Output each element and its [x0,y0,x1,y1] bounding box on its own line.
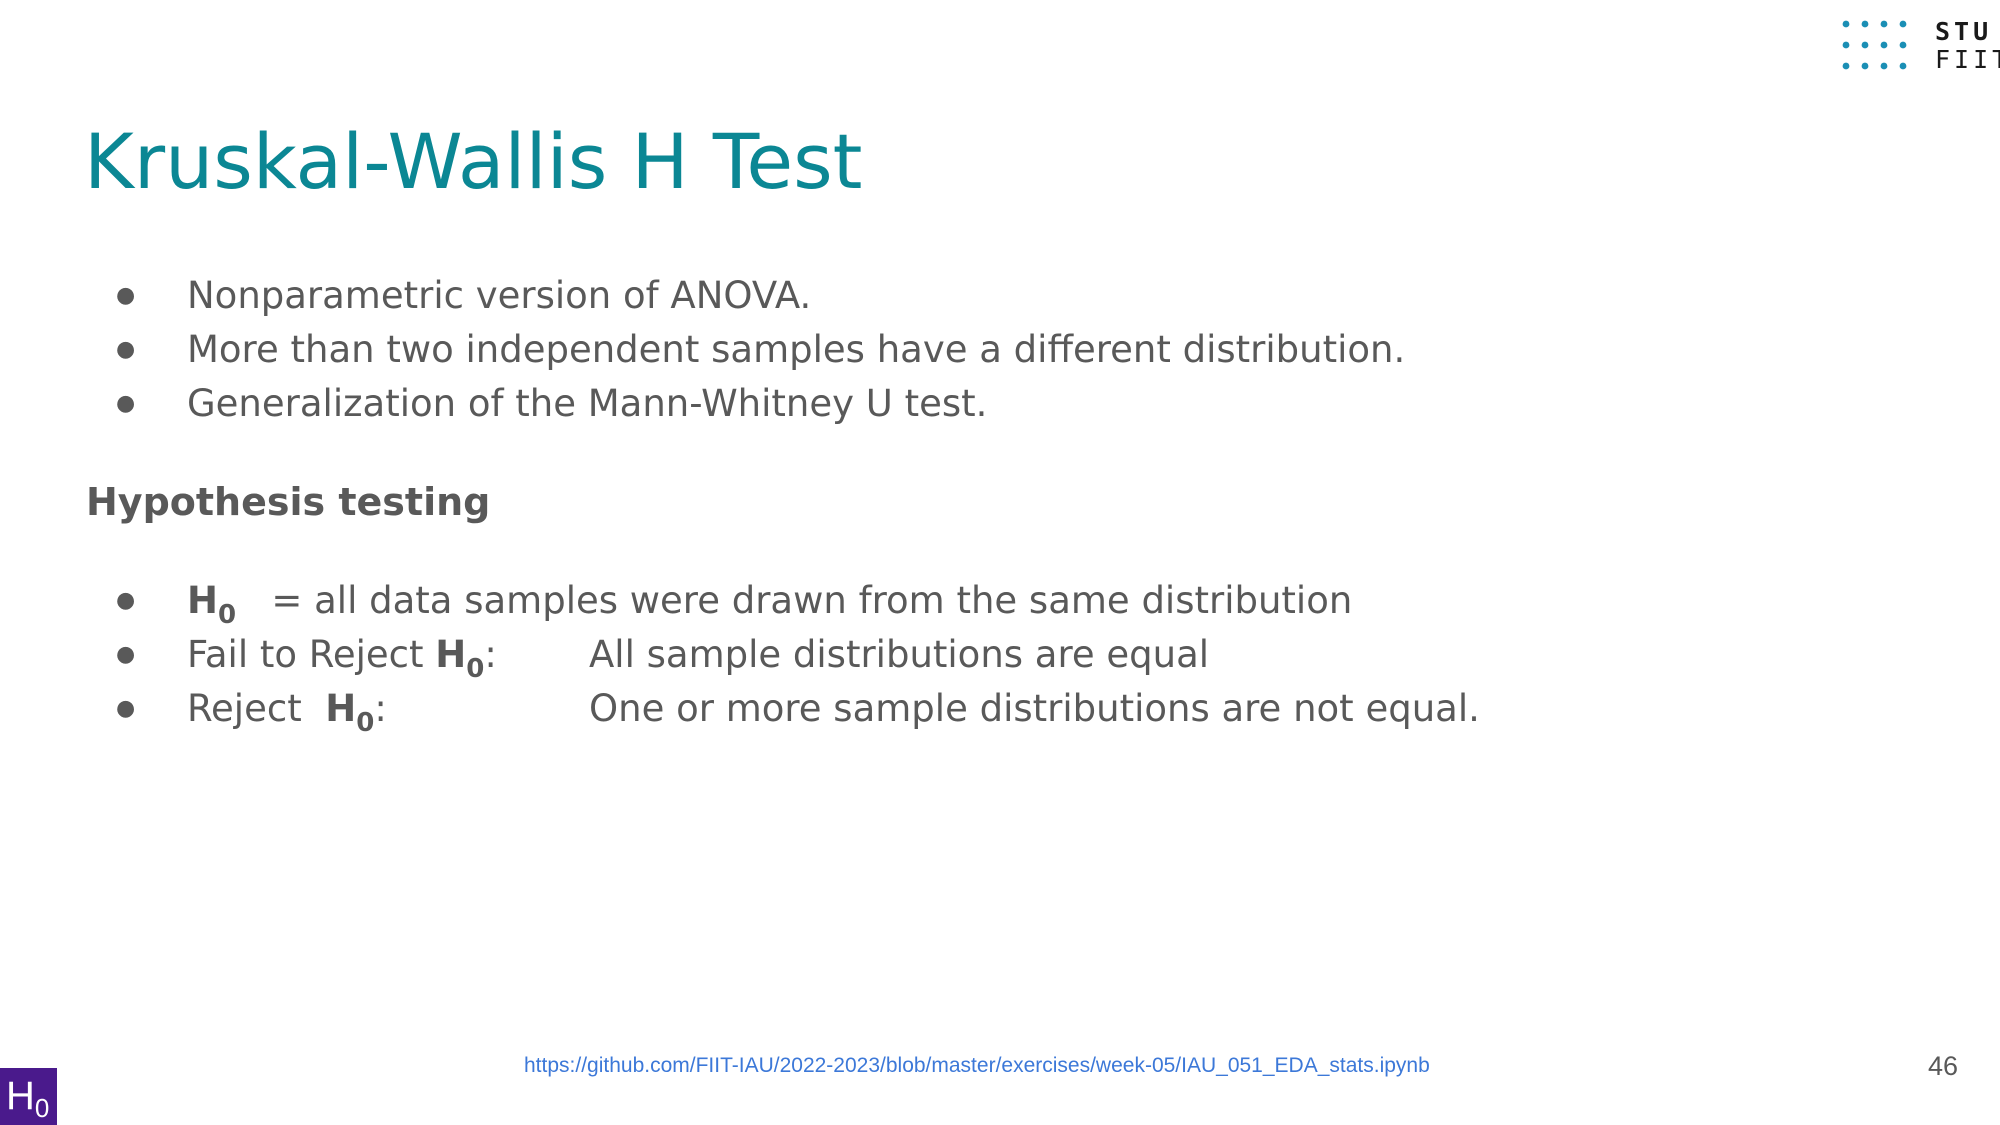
h0-badge: H0 [0,1068,57,1125]
logo-line-stu: STU [1935,17,1993,46]
list-item: ● Nonparametric version of ANOVA. [112,269,1405,323]
stu-fiit-logo: STU FIIT [1838,18,2000,74]
slide-title: Kruskal-Wallis H Test [84,117,863,206]
h0-symbol: H0 [325,687,375,738]
logo-dots-icon [1842,20,1907,70]
hypothesis-bullet-list: ● H0 = all data samples were drawn from … [112,574,1480,738]
fail-colon: : [484,633,497,676]
bullet-icon: ● [116,283,136,308]
bullet-icon: ● [116,337,136,362]
reject-colon: : [374,687,387,730]
hypothesis-heading: Hypothesis testing [86,480,491,524]
list-item-null-hypothesis: ● H0 = all data samples were drawn from … [112,574,1352,628]
h0-symbol: H0 [187,579,237,630]
list-item-fail-to-reject: ● Fail to Reject H0: All sample distribu… [112,628,1352,682]
list-item: ● More than two independent samples have… [112,323,1405,377]
bullet-text: Generalization of the Mann-Whitney U tes… [187,382,988,425]
bullet-icon: ● [116,588,136,613]
h0-symbol: H0 [435,633,485,684]
logo-line-fiit: FIIT [1935,45,2000,74]
bullet-text: More than two independent samples have a… [187,328,1406,371]
fail-label: Fail to Reject [187,633,424,676]
logo-text: STU FIIT [1935,18,2000,74]
reject-text: One or more sample distributions are not… [589,687,1480,730]
bullet-text: Nonparametric version of ANOVA. [187,274,812,317]
fail-text: All sample distributions are equal [589,633,1210,676]
bullet-icon: ● [116,696,136,721]
list-item: ● Generalization of the Mann-Whitney U t… [112,377,1405,431]
intro-bullet-list: ● Nonparametric version of ANOVA. ● More… [112,269,1405,431]
reject-label: Reject [187,687,302,730]
bullet-icon: ● [116,642,136,667]
list-item-reject: ● Reject H0: One or more sample distribu… [112,682,1480,738]
source-notebook-link[interactable]: https://github.com/FIIT-IAU/2022-2023/bl… [524,1054,1430,1077]
bullet-icon: ● [116,391,136,416]
page-number: 46 [1928,1051,1959,1081]
null-hypothesis-text: = all data samples were drawn from the s… [271,579,1353,622]
